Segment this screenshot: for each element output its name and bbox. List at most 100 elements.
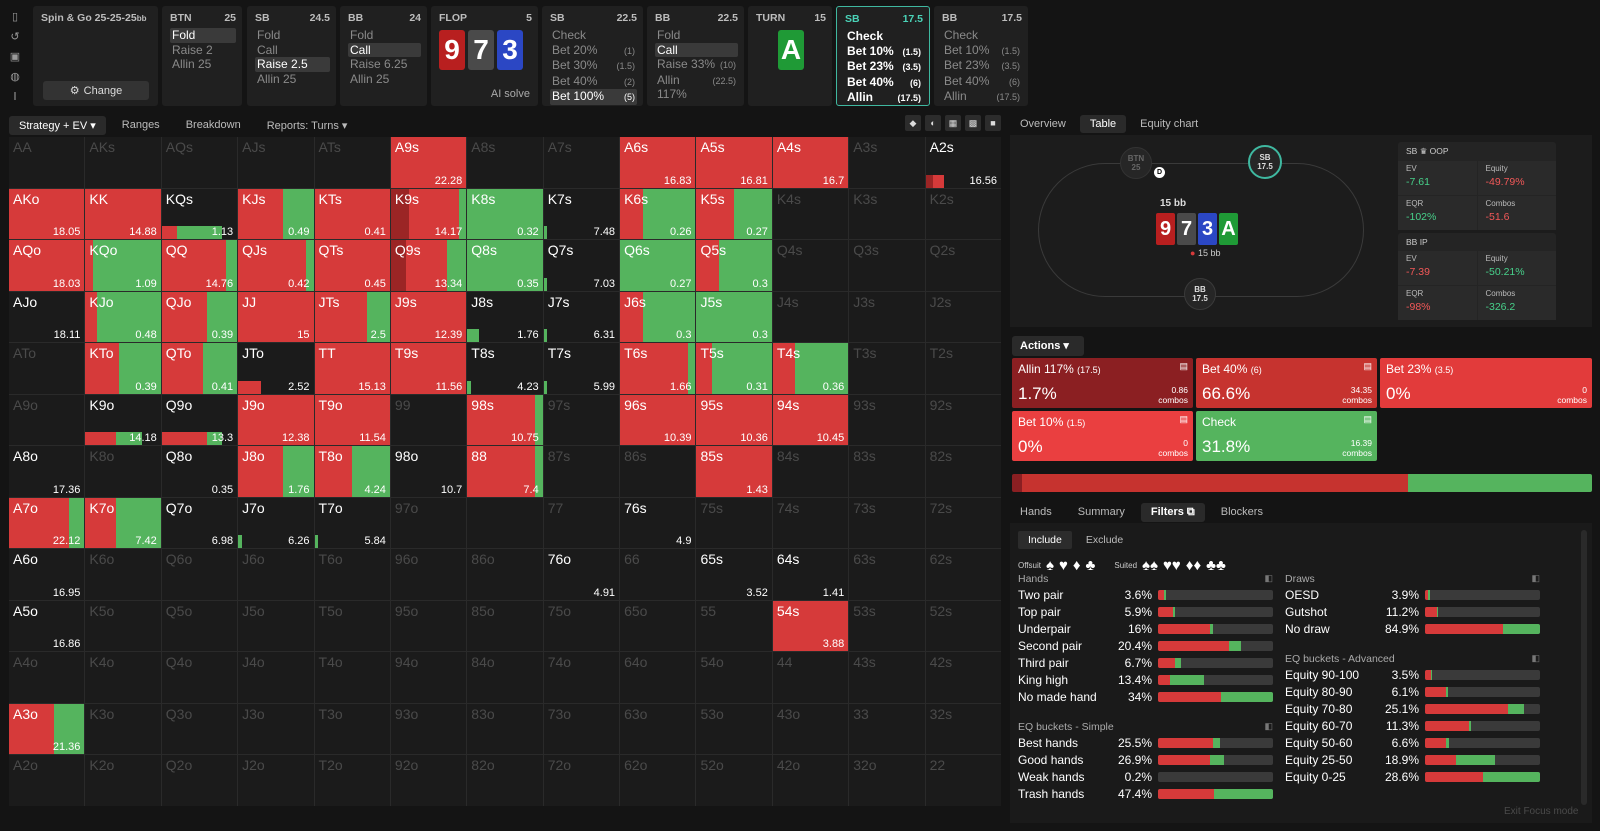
node-action[interactable]: Bet 30% (1.5) — [550, 58, 637, 74]
hand-cell[interactable]: 98o 10.7 — [390, 446, 467, 497]
hand-cell[interactable]: Q2s — [925, 240, 1001, 291]
filter-row[interactable]: Equity 70-80 25.1% — [1285, 700, 1540, 717]
hand-cell[interactable]: A3o 21.36 — [9, 703, 85, 755]
hand-cell[interactable]: K7s 7.48 — [543, 188, 620, 240]
club-icon[interactable]: ♣ — [1085, 557, 1096, 574]
hand-cell[interactable]: Q7o 6.98 — [161, 497, 238, 549]
diamond-icon[interactable]: ♦ — [1072, 557, 1081, 574]
hand-cell[interactable]: 86s — [620, 446, 696, 497]
filter-row[interactable]: Weak hands 0.2% — [1018, 768, 1273, 785]
tab-breakdown[interactable]: Breakdown — [185, 119, 241, 131]
node-action[interactable]: Bet 100% (5) — [550, 89, 637, 105]
hand-cell[interactable]: Q9o 13.3 — [161, 394, 238, 446]
hand-cell[interactable]: 83o — [467, 703, 543, 755]
hand-cell[interactable]: K4s — [772, 188, 849, 240]
hand-cell[interactable]: 97s — [543, 394, 620, 446]
filter-row[interactable]: Equity 90-100 3.5% — [1285, 666, 1540, 683]
filter-row[interactable]: Good hands 26.9% — [1018, 751, 1273, 768]
hand-cell[interactable]: ATo — [9, 343, 85, 394]
filter-row[interactable]: King high 13.4% — [1018, 671, 1273, 688]
hand-cell[interactable]: 42s — [925, 652, 1001, 703]
node-action[interactable]: Bet 40% (2) — [550, 74, 637, 90]
filter-row[interactable]: Underpair 16% — [1018, 620, 1273, 637]
hand-cell[interactable]: 32o — [849, 755, 925, 806]
hand-cell[interactable]: J6o — [238, 549, 314, 600]
node-action[interactable]: Fold — [348, 28, 421, 43]
hand-cell[interactable]: J8s 1.76 — [467, 291, 543, 343]
spade-icon[interactable]: ♠ — [1045, 557, 1054, 574]
heart-icon[interactable]: ♥ — [1058, 557, 1068, 574]
hand-cell[interactable]: 62o — [620, 755, 696, 806]
node-8[interactable]: SB 17.5 Check Bet 10% (1.5) Bet 23% (3.5) Bet 4… — [836, 6, 930, 106]
hand-cell[interactable]: 43o — [772, 703, 849, 755]
hand-cell[interactable]: 74s — [772, 497, 849, 549]
hand-cell[interactable]: KTs 0.41 — [314, 188, 390, 240]
hand-cell[interactable]: 65s 3.52 — [696, 549, 772, 600]
node-action[interactable]: Raise 2 — [170, 43, 236, 58]
tab-reports[interactable]: Reports: Turns ▾ — [266, 119, 348, 132]
filters-scrollbar[interactable] — [1581, 530, 1587, 805]
tab-blockers[interactable]: Blockers — [1220, 506, 1263, 518]
hand-cell[interactable]: K8s 0.32 — [467, 188, 543, 240]
hand-cell[interactable]: 94o — [390, 652, 467, 703]
node-action[interactable]: Allin 25 — [170, 57, 236, 72]
hand-cell[interactable]: A5s 16.81 — [696, 137, 772, 188]
hand-cell[interactable]: J7o 6.26 — [238, 497, 314, 549]
hand-cell[interactable]: 72o — [543, 755, 620, 806]
include-button[interactable]: Include — [1018, 531, 1072, 549]
tab-overview[interactable]: Overview — [1020, 118, 1066, 130]
hand-cell[interactable]: AJo 18.11 — [9, 291, 85, 343]
hand-cell[interactable]: T9o 11.54 — [314, 394, 390, 446]
hand-cell[interactable]: 95s 10.36 — [696, 394, 772, 446]
action-box[interactable]: Allin 117% (17.5) ▤ 1.7% 0.86 combos — [1012, 358, 1193, 408]
suited-clubs-icon[interactable]: ♣♣ — [1206, 557, 1226, 574]
hand-cell[interactable]: J4s — [772, 291, 849, 343]
hand-cell[interactable]: QTo 0.41 — [161, 343, 238, 394]
node-action[interactable]: Check — [845, 29, 923, 44]
hand-cell[interactable]: 64s 1.41 — [772, 549, 849, 600]
hand-cell[interactable]: AQo 18.03 — [9, 240, 85, 291]
node-action[interactable]: Fold — [655, 28, 738, 43]
suited-spades-icon[interactable]: ♠♠ — [1142, 557, 1158, 574]
node-action[interactable]: Call — [655, 42, 738, 57]
suited-hearts-icon[interactable]: ♥♥ — [1162, 557, 1181, 574]
node-action[interactable]: Raise 33% (10) — [655, 57, 738, 73]
hand-cell[interactable]: 94s 10.45 — [772, 394, 849, 446]
hand-cell[interactable]: K3o — [85, 703, 161, 755]
hand-cell[interactable]: J5s 0.3 — [696, 291, 772, 343]
node-4[interactable]: FLOP 5 9 7 3 AI solve — [431, 6, 538, 106]
hand-cell[interactable]: 54o — [696, 652, 772, 703]
filter-row[interactable]: Third pair 6.7% — [1018, 654, 1273, 671]
node-3[interactable]: BB 24 Fold Call Raise 6.25 Allin 25 — [340, 6, 427, 106]
hand-cell[interactable]: KQo 1.09 — [85, 240, 161, 291]
hand-cell[interactable]: 86o — [467, 549, 543, 600]
hand-cell[interactable]: Q3o — [161, 703, 238, 755]
bookmark-icon[interactable]: ▯ — [11, 10, 19, 23]
node-action[interactable]: Fold — [255, 28, 330, 43]
list-icon[interactable]: ▤ — [1179, 361, 1188, 371]
hand-cell[interactable]: A3s — [849, 137, 925, 188]
hand-cell[interactable]: 75o — [543, 600, 620, 652]
action-box[interactable]: Check ▤ 31.8% 16.39 combos — [1196, 411, 1377, 461]
hand-cell[interactable]: 53s — [849, 600, 925, 652]
hand-cell[interactable]: AKs — [85, 137, 161, 188]
hand-cell[interactable]: Q2o — [161, 755, 238, 806]
hand-cell[interactable]: K6o — [85, 549, 161, 600]
action-box[interactable]: Bet 10% (1.5) ▤ 0% 0 combos — [1012, 411, 1193, 461]
filter-row[interactable]: Equity 80-90 6.1% — [1285, 683, 1540, 700]
hand-cell[interactable]: T6o — [314, 549, 390, 600]
node-action[interactable]: Bet 23% (3.5) — [845, 59, 923, 75]
filter-row[interactable]: OESD 3.9% — [1285, 586, 1540, 603]
hand-cell[interactable]: ATs — [314, 137, 390, 188]
hand-cell[interactable]: A2s 16.56 — [925, 137, 1001, 188]
hand-cell[interactable]: 75s — [696, 497, 772, 549]
gamepad-icon[interactable]: ◍ — [10, 70, 20, 83]
tab-table[interactable]: Table — [1079, 115, 1127, 133]
node-action[interactable]: Check — [942, 28, 1022, 43]
filter-row[interactable]: Best hands 25.5% — [1018, 734, 1273, 751]
collapse-icon[interactable]: ◧ — [1264, 721, 1273, 731]
exclude-button[interactable]: Exclude — [1085, 534, 1124, 546]
tab-strategy-ev[interactable]: Strategy + EV ▾ — [9, 115, 106, 135]
filter-row[interactable]: Equity 25-50 18.9% — [1285, 751, 1540, 768]
hand-cell[interactable]: 93o — [390, 703, 467, 755]
